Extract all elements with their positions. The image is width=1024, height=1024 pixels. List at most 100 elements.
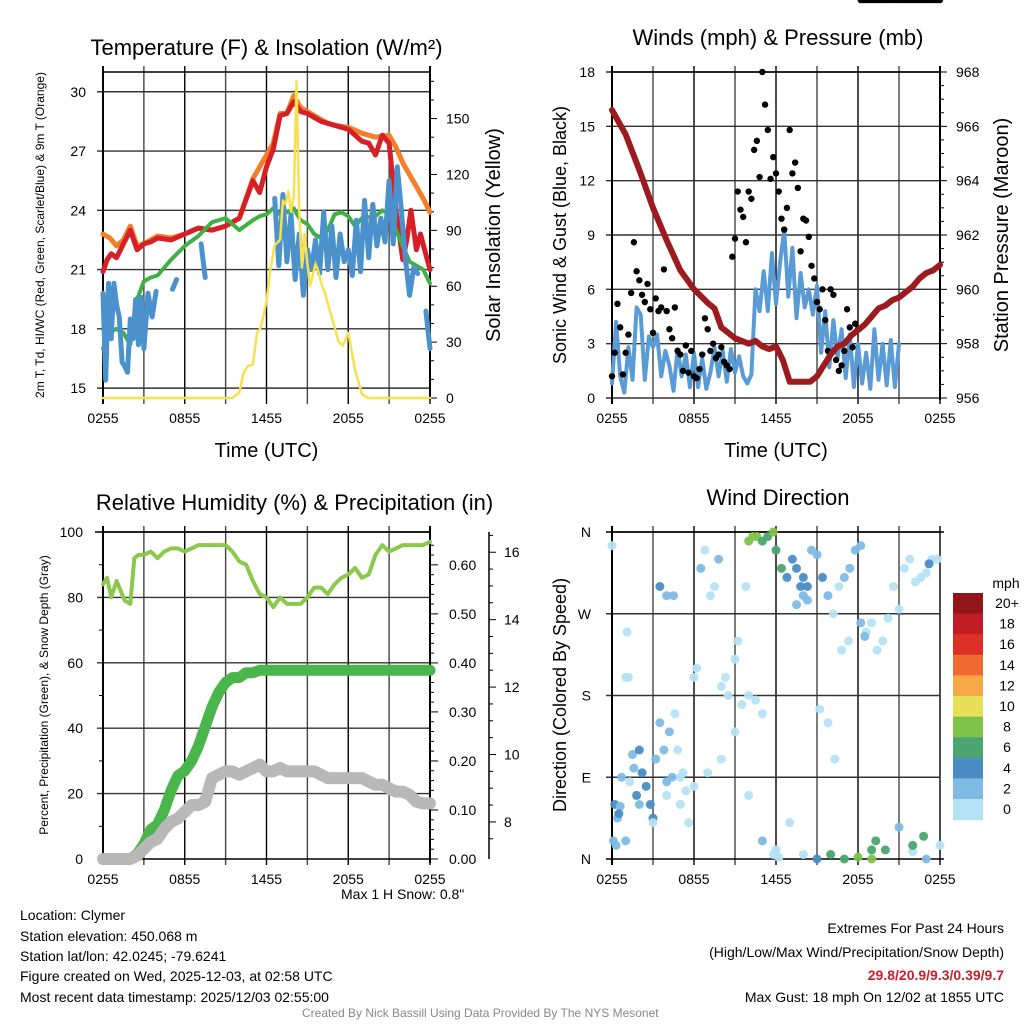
colorbar-swatch bbox=[953, 613, 983, 635]
direction-point bbox=[845, 563, 855, 573]
direction-point bbox=[792, 563, 801, 573]
colorbar-swatch bbox=[953, 634, 983, 656]
direction-point bbox=[919, 831, 929, 841]
direction-point bbox=[782, 572, 792, 582]
direction-point bbox=[720, 672, 730, 682]
direction-point bbox=[716, 754, 726, 764]
gust-point bbox=[704, 325, 711, 333]
direction-point bbox=[744, 790, 754, 800]
footer-max-snow: Max 1 H Snow: 0.8" bbox=[341, 886, 465, 902]
gust-point bbox=[668, 335, 676, 342]
y-tick-label: 30 bbox=[70, 84, 86, 100]
y-tick-label: 24 bbox=[70, 202, 86, 218]
direction-point bbox=[651, 754, 661, 764]
gust-point bbox=[652, 295, 659, 302]
y-axis-right-label: Solar Insolation (Yellow) bbox=[483, 128, 505, 342]
gust-point bbox=[679, 367, 687, 375]
direction-point bbox=[867, 845, 877, 855]
direction-point bbox=[614, 809, 624, 819]
gust-point bbox=[622, 349, 629, 356]
gust-point bbox=[677, 351, 684, 358]
colorbar-label: 20+ bbox=[995, 595, 1019, 611]
snow-tick-label: 16 bbox=[504, 544, 520, 560]
gust-point bbox=[614, 300, 621, 308]
gust-point bbox=[813, 298, 821, 306]
y-tick-label: 9 bbox=[587, 227, 595, 243]
y-tick-label: 6 bbox=[587, 281, 595, 297]
direction-point bbox=[730, 727, 740, 737]
direction-point bbox=[645, 800, 655, 809]
gust-point bbox=[611, 349, 618, 356]
direction-point bbox=[705, 591, 715, 601]
gust-point bbox=[797, 248, 804, 255]
x-tick-label: 0255 bbox=[414, 871, 445, 887]
gust-point bbox=[671, 304, 679, 311]
gust-point bbox=[685, 369, 692, 376]
colorbar-swatch bbox=[953, 799, 983, 821]
gust-point bbox=[658, 304, 665, 311]
direction-point bbox=[894, 822, 904, 832]
gust-point bbox=[715, 351, 722, 358]
x-tick-label: 0255 bbox=[924, 871, 955, 887]
gust-point bbox=[822, 316, 829, 324]
colorbar-label: 16 bbox=[999, 636, 1015, 652]
series-hi-wc bbox=[100, 164, 433, 383]
gust-point bbox=[811, 275, 818, 282]
y-right-tick-label: 150 bbox=[446, 111, 470, 127]
y-tick-label: 18 bbox=[70, 321, 86, 337]
direction-point bbox=[812, 550, 822, 560]
direction-point bbox=[615, 801, 625, 811]
x-tick-label: 2055 bbox=[842, 871, 873, 887]
series-sonic-wind bbox=[610, 227, 901, 395]
gust-point bbox=[816, 306, 823, 313]
direction-point bbox=[744, 691, 754, 700]
x-tick-label: 0255 bbox=[596, 871, 627, 887]
colorbar-swatch bbox=[953, 593, 983, 615]
gust-point bbox=[791, 159, 799, 166]
gust-point bbox=[619, 371, 627, 378]
precip-tick-label: 0.60 bbox=[449, 557, 476, 573]
direction-point bbox=[662, 790, 672, 800]
x-axis-label: Time (UTC) bbox=[215, 440, 319, 462]
direction-point bbox=[830, 754, 840, 764]
footer-recent: Most recent data timestamp: 2025/12/03 0… bbox=[20, 989, 329, 1005]
x-tick-label: 0255 bbox=[924, 410, 955, 426]
direction-point bbox=[828, 609, 838, 619]
direction-point bbox=[737, 700, 747, 710]
gust-point bbox=[794, 184, 802, 192]
direction-point bbox=[771, 545, 781, 555]
direction-point bbox=[812, 854, 822, 864]
gust-point bbox=[775, 188, 782, 195]
gust-point bbox=[731, 235, 739, 242]
y-tick-label: 18 bbox=[579, 64, 595, 80]
snow-tick-label: 14 bbox=[504, 612, 520, 628]
precip-tick-label: 0.00 bbox=[449, 851, 476, 867]
gust-point bbox=[666, 325, 673, 333]
gust-point bbox=[693, 374, 700, 382]
gust-point bbox=[770, 153, 777, 161]
gust-point bbox=[682, 342, 689, 349]
chart-title-winds: Winds (mph) & Pressure (mb) bbox=[633, 25, 924, 50]
gust-point bbox=[789, 170, 796, 177]
direction-point bbox=[932, 554, 942, 564]
direction-point bbox=[714, 554, 724, 564]
direction-point bbox=[839, 572, 849, 582]
y-tick-label: 80 bbox=[67, 589, 83, 605]
direction-point bbox=[802, 582, 812, 591]
colorbar-label: 8 bbox=[1003, 719, 1011, 735]
colorbar-label: 10 bbox=[999, 698, 1015, 714]
direction-point bbox=[696, 563, 706, 573]
direction-point bbox=[871, 836, 881, 846]
direction-point bbox=[670, 709, 680, 719]
gust-point bbox=[707, 347, 714, 355]
gust-point bbox=[726, 365, 733, 373]
gust-point bbox=[750, 146, 758, 154]
y-axis-right-label: Station Pressure (Maroon) bbox=[991, 118, 1013, 353]
gust-point bbox=[802, 217, 810, 224]
series-snow-depth bbox=[97, 758, 436, 865]
direction-point bbox=[843, 636, 853, 646]
x-tick-label: 2055 bbox=[333, 410, 364, 426]
y-right-tick-label: 60 bbox=[446, 278, 462, 294]
direction-point bbox=[741, 582, 751, 591]
credit-line: Created By Nick Bassill Using Data Provi… bbox=[302, 1006, 659, 1020]
